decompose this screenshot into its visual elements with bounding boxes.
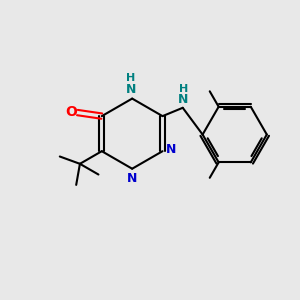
Text: H: H <box>179 83 188 94</box>
Text: H: H <box>126 73 135 83</box>
Text: N: N <box>178 93 188 106</box>
Text: O: O <box>65 105 77 119</box>
Text: N: N <box>125 82 136 96</box>
Text: N: N <box>166 143 176 156</box>
Text: N: N <box>127 172 137 185</box>
